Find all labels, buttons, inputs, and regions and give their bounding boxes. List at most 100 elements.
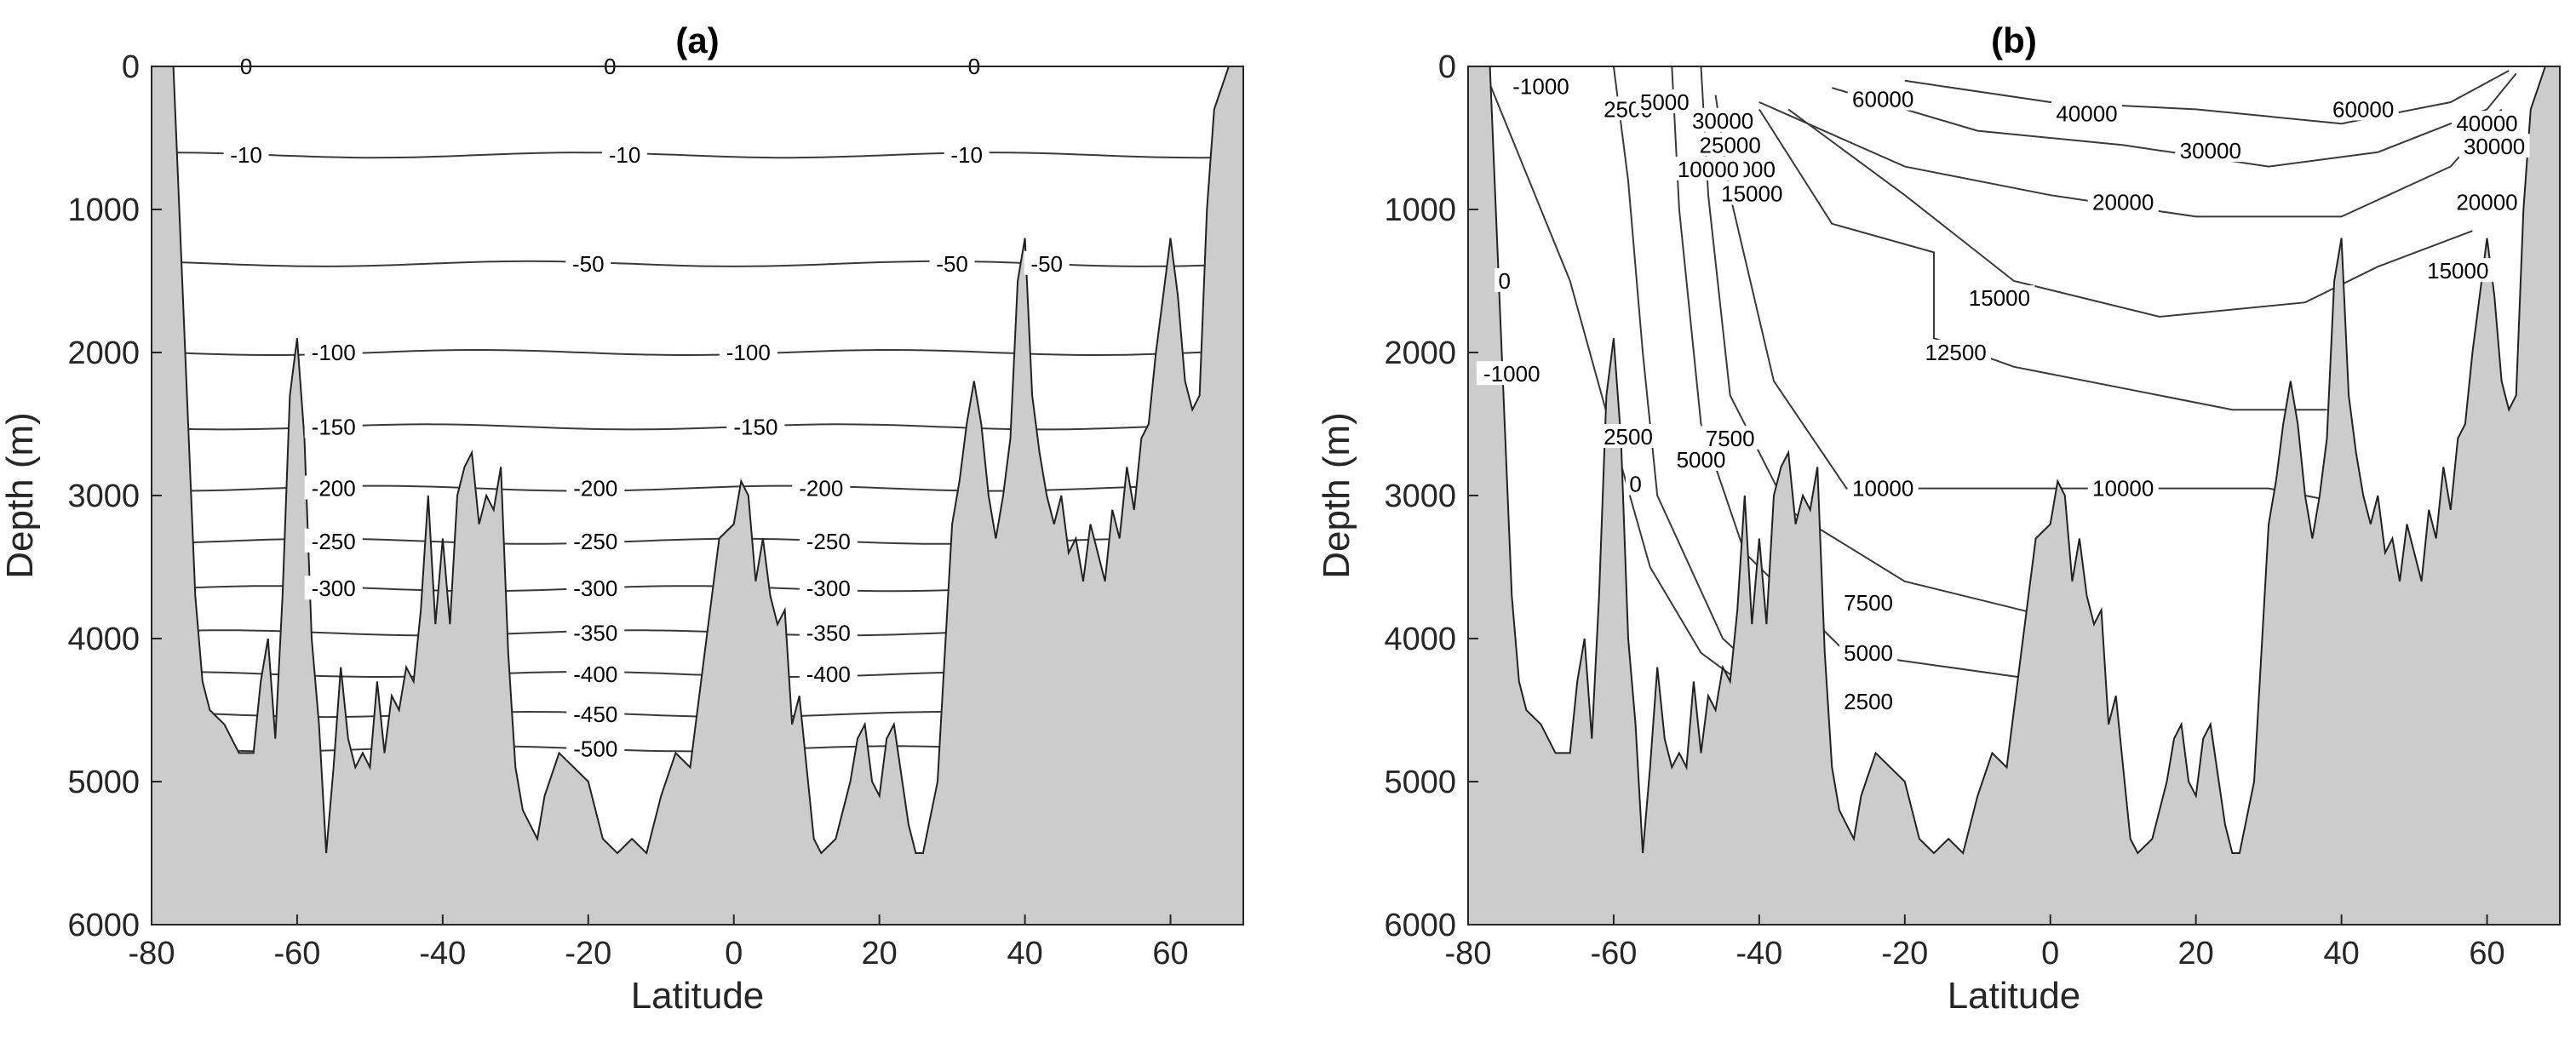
contour-label-bg (1716, 181, 1787, 205)
contour-label: 15000 (2427, 258, 2488, 284)
contour-label-bg (2087, 475, 2159, 500)
contour-label: 40000 (2456, 111, 2517, 136)
x-tick-label: 60 (1152, 936, 1188, 971)
contour-label-bg (566, 620, 625, 645)
contour-label-bg (944, 142, 990, 167)
contour-label-bg (2452, 189, 2522, 214)
contour-label-bg (565, 250, 611, 275)
x-axis: -80 -60 -40 -20 0 20 40 60 (129, 914, 1189, 971)
panel-title: (a) (675, 20, 719, 60)
contour-label: 25000 (1700, 132, 1761, 158)
contour-label: 15000 (1721, 181, 1782, 207)
contour-label: -500 (573, 736, 617, 761)
contour-label-bg (566, 576, 625, 600)
x-tick-label: -80 (1445, 936, 1492, 971)
contour-label-bg (1687, 107, 1758, 132)
contour-label-bg (304, 528, 363, 553)
contour-label-bg (2087, 189, 2159, 214)
y-tick-label: 0 (122, 49, 140, 85)
contour-label: 10000 (2092, 476, 2154, 501)
contour-label: -10 (230, 142, 262, 168)
y-tick-label: 2000 (1384, 335, 1456, 371)
x-tick-label: -60 (1590, 936, 1637, 971)
y-tick-label: 3000 (1384, 479, 1456, 514)
contour-label: -400 (806, 662, 851, 687)
contour-label: -150 (733, 414, 777, 439)
contour-label: -1000 (1483, 361, 1540, 387)
contour-label-bg (566, 702, 625, 725)
contour-label-bg (304, 414, 363, 438)
y-tick-label: 1000 (67, 192, 140, 228)
contour-label-bg (566, 662, 625, 685)
contour-label: 30000 (1692, 108, 1753, 134)
contour-label: 12500 (1925, 340, 1986, 365)
contour-label-bg (2175, 138, 2246, 163)
x-tick-label: -40 (419, 936, 466, 971)
y-tick-label: 0 (1438, 49, 1456, 85)
contour-label: 15000 (1969, 285, 2030, 311)
contour-label: 0 (1498, 268, 1510, 294)
x-tick-label: -20 (565, 936, 611, 971)
contour-label: 60000 (1852, 87, 1913, 112)
contour-line-0 (1482, 66, 1760, 697)
contour-label: -250 (312, 529, 356, 554)
contour-label-bg (1695, 132, 1766, 157)
x-axis: -80 -60 -40 -20 0 20 40 60 (1445, 914, 2505, 971)
contour-label-bg (799, 620, 858, 645)
y-tick-label: 1000 (1384, 192, 1456, 228)
contour-label: -10 (609, 142, 641, 168)
contour-label: -50 (936, 251, 968, 277)
contour-label-bg (1599, 424, 1657, 449)
x-axis-label: Latitude (631, 975, 765, 1017)
contour-label: -100 (726, 340, 771, 365)
contour-label-bg (304, 475, 363, 500)
bathymetry (1468, 66, 2560, 925)
contour-label-bg (726, 414, 785, 438)
contour-label: -450 (573, 702, 617, 727)
x-tick-label: -60 (273, 936, 320, 971)
y-axis: 0 1000 2000 3000 4000 5000 6000 (67, 49, 162, 943)
contour-label-bg (1839, 639, 1898, 664)
contour-label: -250 (806, 529, 851, 554)
contour-label: 40000 (2056, 100, 2117, 126)
contour-labels: 0 0 0-10 -10 -10-50 -50 -50-100 -100-150 -150-20… (223, 54, 1070, 761)
y-tick-label: 6000 (67, 908, 140, 943)
contour-label: -300 (806, 576, 851, 601)
contour-label-bg (719, 340, 777, 364)
contour-label-bg (1024, 250, 1070, 275)
bathymetry (152, 66, 1243, 925)
contour-line-2 (152, 260, 1243, 267)
y-tick-label: 4000 (67, 622, 140, 657)
y-tick-label: 3000 (67, 479, 140, 514)
panel-title: (b) (1991, 20, 2037, 60)
contour-label: -400 (573, 662, 617, 687)
x-tick-label: -80 (129, 936, 175, 971)
contour-label-bg (1839, 688, 1898, 713)
y-tick-label: 2000 (67, 335, 140, 371)
contour-label-bg (1920, 340, 1992, 364)
contour-label: -200 (312, 476, 356, 501)
contour-label: 60000 (2332, 96, 2394, 122)
contour-label: 2500 (1844, 689, 1893, 714)
contour-line-5 (1758, 108, 2327, 411)
contour-label: -300 (312, 576, 356, 601)
contour-label: 5000 (1640, 89, 1690, 115)
contour-label: 2500 (1604, 424, 1653, 450)
contour-label: -200 (573, 476, 617, 501)
contour-label: -350 (573, 620, 617, 645)
contour-label-bg (1701, 425, 1759, 450)
contour-label-bg (602, 142, 647, 167)
x-tick-label: -40 (1736, 936, 1782, 971)
contour-label-bg (2452, 111, 2522, 135)
contour-label-bg (1847, 86, 1919, 111)
contour-label: 0 (1629, 472, 1641, 497)
panel-a: 0 0 0-10 -10 -10-50 -50 -50-100 -100-150 -150-20… (0, 20, 1244, 1017)
contour-label: 5000 (1677, 447, 1726, 473)
contour-label-bg (566, 475, 625, 500)
y-tick-label: 6000 (1384, 908, 1456, 943)
contour-label-bg (799, 662, 858, 685)
y-axis-label: Depth (m) (1316, 412, 1357, 579)
contour-label-bg (1847, 475, 1919, 500)
contour-label: 30000 (2464, 134, 2525, 159)
